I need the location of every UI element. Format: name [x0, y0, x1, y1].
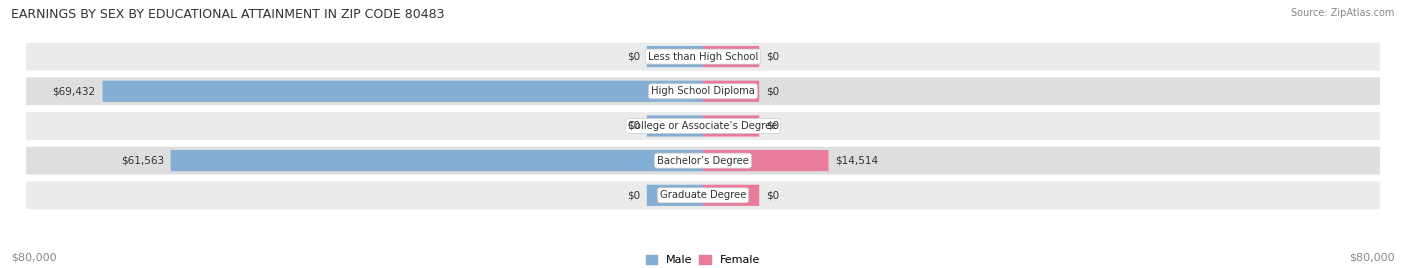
FancyBboxPatch shape — [25, 76, 1381, 106]
FancyBboxPatch shape — [647, 185, 703, 206]
Text: $0: $0 — [766, 86, 779, 96]
Text: $0: $0 — [627, 190, 640, 200]
FancyBboxPatch shape — [703, 116, 759, 136]
FancyBboxPatch shape — [703, 81, 759, 102]
Text: $0: $0 — [766, 190, 779, 200]
Text: $61,563: $61,563 — [121, 156, 163, 166]
Text: $69,432: $69,432 — [52, 86, 96, 96]
FancyBboxPatch shape — [647, 46, 703, 67]
Text: Source: ZipAtlas.com: Source: ZipAtlas.com — [1291, 8, 1395, 18]
Text: EARNINGS BY SEX BY EDUCATIONAL ATTAINMENT IN ZIP CODE 80483: EARNINGS BY SEX BY EDUCATIONAL ATTAINMEN… — [11, 8, 444, 21]
Text: $0: $0 — [627, 121, 640, 131]
Text: Graduate Degree: Graduate Degree — [659, 190, 747, 200]
Text: $0: $0 — [766, 52, 779, 62]
Text: $14,514: $14,514 — [835, 156, 879, 166]
FancyBboxPatch shape — [25, 42, 1381, 72]
Text: College or Associate’s Degree: College or Associate’s Degree — [628, 121, 778, 131]
Legend: Male, Female: Male, Female — [647, 255, 759, 265]
FancyBboxPatch shape — [703, 46, 759, 67]
FancyBboxPatch shape — [25, 146, 1381, 176]
FancyBboxPatch shape — [25, 111, 1381, 141]
FancyBboxPatch shape — [170, 150, 703, 171]
FancyBboxPatch shape — [703, 185, 759, 206]
FancyBboxPatch shape — [103, 81, 703, 102]
Text: $0: $0 — [766, 121, 779, 131]
FancyBboxPatch shape — [25, 180, 1381, 210]
Text: $80,000: $80,000 — [1350, 253, 1395, 263]
FancyBboxPatch shape — [703, 150, 828, 171]
Text: $0: $0 — [627, 52, 640, 62]
Text: High School Diploma: High School Diploma — [651, 86, 755, 96]
FancyBboxPatch shape — [647, 116, 703, 136]
Text: Bachelor’s Degree: Bachelor’s Degree — [657, 156, 749, 166]
Text: $80,000: $80,000 — [11, 253, 56, 263]
Text: Less than High School: Less than High School — [648, 52, 758, 62]
